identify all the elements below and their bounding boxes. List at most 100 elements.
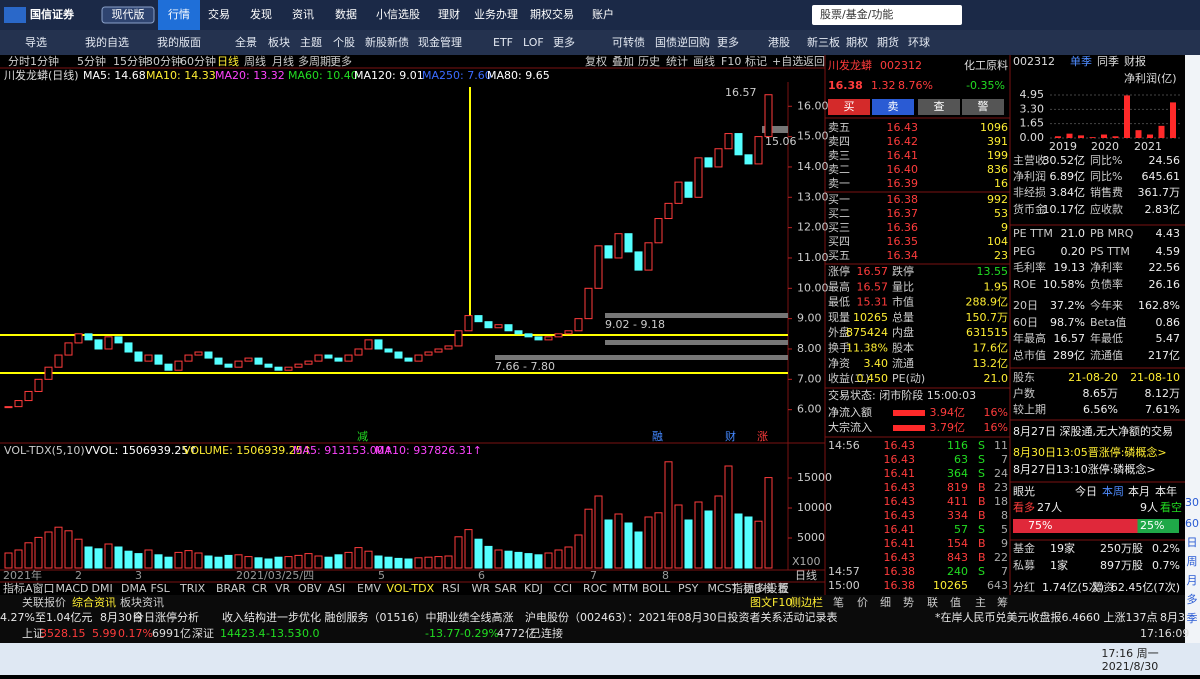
menu-item[interactable]: 数据	[335, 7, 357, 21]
toolbar-item[interactable]: 导选	[25, 36, 47, 49]
toolbar-item[interactable]: 板块	[268, 35, 290, 49]
toolbar-item[interactable]: ETF	[493, 36, 513, 49]
toolbar-item[interactable]: 更多	[717, 35, 739, 49]
menu-item[interactable]: 期权交易	[530, 7, 574, 21]
action-button[interactable]	[828, 99, 870, 115]
action-button[interactable]	[918, 99, 960, 115]
indicator-tab[interactable]: WR	[472, 582, 491, 595]
sidebar-item[interactable]: 月	[1187, 574, 1198, 587]
toolbar-item[interactable]: 新股新债	[365, 35, 409, 49]
toolbar-item[interactable]: 环球	[908, 35, 930, 49]
sidebar-item[interactable]: 日	[1187, 536, 1198, 549]
indicator-tab[interactable]: RSI	[442, 582, 460, 595]
toolbar-item[interactable]: 更多	[553, 35, 575, 49]
indicator-tab[interactable]: PSY	[678, 582, 699, 595]
toolbar-item[interactable]: 我的自选	[85, 35, 129, 49]
indicator-tab[interactable]: FSL	[151, 582, 171, 595]
chart-tool[interactable]: 标记	[745, 54, 767, 68]
period-tab[interactable]: 5分钟	[77, 54, 106, 68]
indicator-tab[interactable]: VR	[275, 582, 291, 595]
chart-tool[interactable]: 历史	[638, 55, 660, 68]
action-button[interactable]	[962, 99, 1004, 115]
detail-tab[interactable]: 联	[927, 596, 938, 609]
indicator-tab[interactable]: SAR	[495, 582, 518, 595]
detail-tab[interactable]: 细	[880, 596, 891, 609]
detail-tab[interactable]: 价	[857, 596, 868, 609]
vote-tab[interactable]: 本年	[1155, 484, 1177, 498]
period-tab[interactable]: 多周期	[298, 54, 331, 68]
chart-tool[interactable]: 统计	[666, 55, 688, 68]
news-item[interactable]: 8月27日 深股通,无大净额的交易	[1013, 424, 1173, 438]
indicator-tab[interactable]: BRAR	[216, 582, 246, 595]
indicator-tab[interactable]: 模	[763, 582, 774, 595]
action-label[interactable]: 买	[844, 100, 855, 113]
indicator-tab[interactable]: 更多	[744, 581, 766, 595]
chart-tool[interactable]: 返回	[803, 55, 825, 68]
indicator-tab[interactable]: CR	[252, 582, 268, 595]
menu-item[interactable]: 理财	[438, 7, 460, 21]
vote-tab[interactable]: 今日	[1075, 484, 1097, 498]
indicator-tab[interactable]: MCST	[708, 582, 739, 595]
menu-item[interactable]: 账户	[592, 7, 614, 21]
action-label[interactable]: 警	[978, 99, 989, 113]
vote-tab[interactable]: 本月	[1128, 484, 1150, 498]
toolbar-item[interactable]: 全景	[235, 35, 257, 49]
sidebar-item[interactable]: 多	[1187, 592, 1198, 606]
indicator-tab[interactable]: CCI	[554, 582, 573, 595]
detail-tab[interactable]: 值	[950, 596, 961, 609]
indicator-tab[interactable]: ROC	[583, 582, 607, 595]
fin-tab[interactable]: 财报	[1124, 54, 1146, 68]
sidebar-item[interactable]: 周	[1187, 555, 1198, 568]
toolbar-item[interactable]: 主题	[300, 36, 322, 49]
period-tab[interactable]: 月线	[272, 54, 294, 68]
period-tab[interactable]: 1分钟	[30, 54, 59, 68]
period-tab[interactable]: 日线	[217, 54, 239, 68]
action-button[interactable]	[872, 99, 914, 115]
toolbar-item[interactable]: 期货	[877, 35, 899, 49]
indicator-tab[interactable]: 设置	[767, 582, 789, 595]
chart-tool[interactable]: 画线	[693, 54, 715, 68]
menu-active[interactable]	[158, 0, 200, 30]
chart-tool[interactable]: F10	[721, 55, 741, 68]
fin-tab[interactable]: 同季	[1097, 55, 1119, 68]
sidebar-item[interactable]: 30	[1185, 496, 1199, 509]
edition[interactable]: 现代版	[112, 7, 145, 21]
period-tab[interactable]: 30分钟	[146, 54, 182, 68]
menu-item[interactable]: 交易	[208, 7, 230, 21]
info-tab[interactable]: 板块资讯	[120, 595, 164, 609]
indicator-tab[interactable]: MACD	[56, 582, 89, 595]
search-input[interactable]: 股票/基金/功能	[820, 7, 893, 21]
chart-tool[interactable]: 复权	[585, 54, 607, 68]
detail-tab[interactable]: 势	[903, 596, 914, 609]
toolbar-item[interactable]: 现金管理	[418, 35, 462, 49]
sidebar-item[interactable]: 60	[1185, 517, 1199, 530]
period-tab[interactable]: 15分钟	[113, 54, 149, 68]
fin-tab[interactable]: 单季	[1070, 55, 1092, 68]
chart-tool[interactable]: 叠加	[612, 55, 634, 68]
indicator-tab[interactable]: ASI	[328, 582, 346, 595]
info-tab[interactable]: 图文F10	[750, 595, 792, 609]
menu-item[interactable]: 业务办理	[474, 8, 518, 21]
period-tab[interactable]: 周线	[244, 54, 266, 68]
toolbar-item[interactable]: 我的版面	[157, 35, 201, 49]
indicator-tab[interactable]: 窗口	[33, 581, 55, 595]
vote-tab[interactable]: 本周	[1102, 484, 1124, 498]
indicator-tab[interactable]: DMA	[121, 582, 147, 595]
edition-box[interactable]	[101, 6, 155, 24]
detail-tab[interactable]: 筹	[997, 595, 1008, 609]
indicator-tab[interactable]: BOLL	[642, 582, 671, 595]
indicator-tab[interactable]: TRIX	[179, 582, 206, 595]
detail-tab[interactable]: 主	[975, 596, 986, 609]
indicator-tab[interactable]: 指标B	[732, 581, 762, 595]
toolbar-item[interactable]: 个股	[333, 36, 355, 49]
indicator-tab[interactable]: 指标A	[3, 581, 33, 595]
toolbar-item[interactable]: LOF	[523, 36, 544, 49]
toolbar-item[interactable]: 新三板	[807, 35, 840, 49]
indicator-tab[interactable]: MTM	[613, 582, 639, 595]
menu-item[interactable]: 小信选股	[376, 8, 420, 21]
period-tab[interactable]: 分时	[8, 55, 30, 68]
info-tab[interactable]: 侧边栏	[790, 595, 823, 609]
indicator-tab[interactable]: 板	[778, 581, 789, 595]
toolbar-item[interactable]: 可转债	[612, 35, 645, 49]
indicator-tab[interactable]: OBV	[298, 582, 322, 595]
